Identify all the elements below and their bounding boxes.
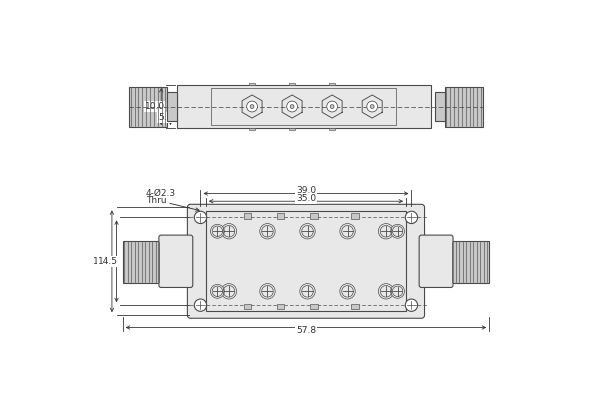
Circle shape <box>370 104 374 108</box>
Circle shape <box>405 211 418 224</box>
Bar <box>249 128 255 130</box>
Circle shape <box>287 101 298 112</box>
Bar <box>206 211 406 311</box>
Circle shape <box>290 104 294 108</box>
FancyBboxPatch shape <box>159 235 193 288</box>
Bar <box>244 213 251 218</box>
Circle shape <box>194 299 206 311</box>
Circle shape <box>260 284 275 299</box>
Bar <box>277 304 284 310</box>
Bar <box>352 304 359 310</box>
Circle shape <box>340 284 355 299</box>
FancyBboxPatch shape <box>419 235 453 288</box>
Bar <box>123 241 161 283</box>
Circle shape <box>211 224 224 238</box>
Circle shape <box>250 104 254 108</box>
Bar <box>244 304 251 310</box>
Polygon shape <box>322 95 342 118</box>
Circle shape <box>221 224 236 239</box>
Circle shape <box>391 284 404 298</box>
FancyBboxPatch shape <box>187 204 425 318</box>
Text: 18.5: 18.5 <box>92 257 113 266</box>
Bar <box>176 85 431 128</box>
Text: 57.8: 57.8 <box>296 326 316 335</box>
Bar <box>289 128 295 130</box>
Text: 5.0: 5.0 <box>158 113 172 122</box>
Circle shape <box>260 224 275 239</box>
Circle shape <box>300 224 315 239</box>
Bar <box>436 92 445 121</box>
Circle shape <box>379 224 394 239</box>
Circle shape <box>367 101 377 112</box>
Text: 10.0: 10.0 <box>145 102 165 111</box>
Bar <box>352 213 359 218</box>
Bar <box>329 128 335 130</box>
Bar <box>211 88 396 125</box>
Text: 35.0: 35.0 <box>296 194 316 203</box>
Circle shape <box>247 101 257 112</box>
Bar <box>329 83 335 85</box>
Bar <box>167 92 176 121</box>
Bar <box>445 86 483 126</box>
Bar <box>310 213 317 218</box>
Circle shape <box>330 104 334 108</box>
Circle shape <box>405 299 418 311</box>
Circle shape <box>194 211 206 224</box>
Bar <box>129 86 167 126</box>
Circle shape <box>391 224 404 238</box>
Circle shape <box>340 224 355 239</box>
Polygon shape <box>242 95 262 118</box>
Circle shape <box>327 101 338 112</box>
Bar <box>451 241 489 283</box>
Text: Thru: Thru <box>146 196 166 205</box>
Text: 4-Ø2.3: 4-Ø2.3 <box>146 189 176 198</box>
Bar <box>277 213 284 218</box>
Polygon shape <box>282 95 302 118</box>
Circle shape <box>379 284 394 299</box>
Bar <box>289 83 295 85</box>
Polygon shape <box>362 95 382 118</box>
Text: 14.5: 14.5 <box>98 257 118 266</box>
Circle shape <box>211 284 224 298</box>
Bar <box>310 304 317 310</box>
Circle shape <box>300 284 315 299</box>
Circle shape <box>221 284 236 299</box>
Bar <box>249 83 255 85</box>
Text: 39.0: 39.0 <box>296 186 316 195</box>
